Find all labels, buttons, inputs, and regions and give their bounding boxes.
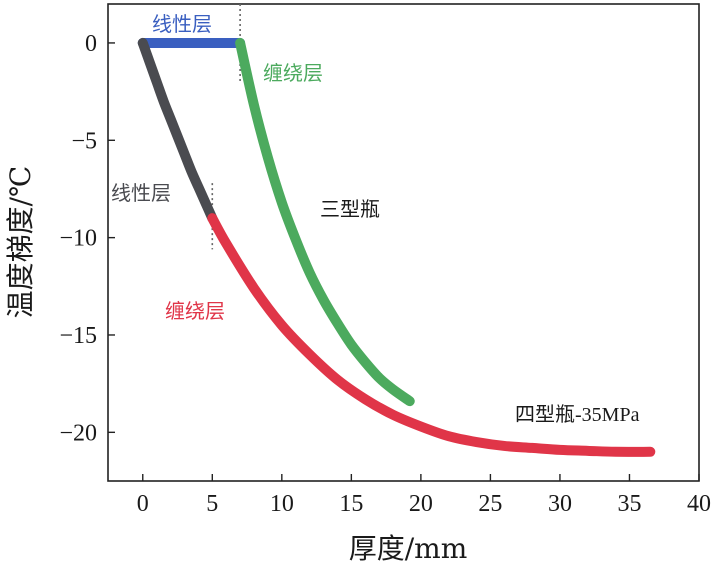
x-tick-label: 30: [548, 491, 572, 517]
x-tick-label: 15: [339, 491, 363, 517]
series-line-1: [235, 37, 415, 407]
x-tick-label: 25: [478, 491, 502, 517]
series-line-3: [207, 213, 656, 457]
annotation-type4-liner: 线性层: [111, 181, 171, 205]
y-tick-label: 0: [85, 31, 97, 57]
x-axis-ticks: 0 5 10 15 20 25 30 35 40: [137, 474, 711, 517]
x-tick-label: 0: [137, 491, 149, 517]
y-tick-label: −10: [59, 226, 97, 252]
annotation-type4-wound: 缠绕层: [165, 299, 225, 323]
layer-dividers: [211, 4, 241, 250]
x-tick-label: 20: [409, 491, 433, 517]
y-tick-label: −15: [59, 323, 97, 349]
annotation-type4-bottle: 四型瓶-35MPa: [515, 403, 640, 426]
annotation-type3-bottle: 三型瓶: [320, 197, 380, 221]
x-tick-label: 5: [206, 491, 218, 517]
annotation-type3-liner: 线性层: [152, 12, 212, 36]
x-tick-label: 35: [617, 491, 641, 517]
y-axis-title: 温度梯度/℃: [4, 166, 37, 319]
y-tick-label: −20: [59, 420, 97, 446]
data-series: [137, 37, 656, 457]
annotation-type3-wound: 缠绕层: [263, 61, 323, 85]
x-axis-title: 厚度/mm: [349, 532, 468, 565]
y-tick-label: −5: [71, 128, 97, 154]
plot-frame: [107, 3, 700, 482]
y-axis-ticks: 0 −5 −10 −15 −20: [59, 31, 115, 446]
x-tick-label: 40: [687, 491, 711, 517]
series-line-2: [137, 37, 218, 224]
x-tick-label: 10: [270, 491, 294, 517]
